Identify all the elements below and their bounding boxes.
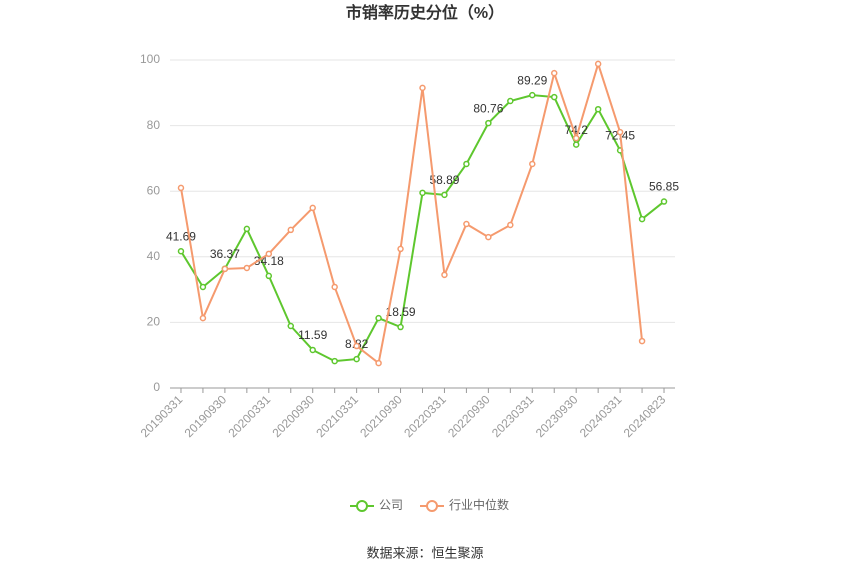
data-point [572, 134, 580, 142]
data-point [485, 119, 492, 127]
data-label: 41.69 [166, 229, 196, 243]
series-line [180, 94, 665, 363]
data-point [243, 225, 251, 233]
data-point [287, 226, 295, 234]
data-point [243, 264, 251, 272]
data-point [177, 184, 185, 192]
data-point [375, 314, 382, 322]
data-point [660, 198, 668, 205]
data-label: 58.89 [429, 173, 459, 187]
source: 数据来源：恒生聚源 [366, 545, 483, 560]
data-point [309, 204, 316, 212]
data-point [265, 272, 273, 280]
data-point [353, 342, 360, 350]
x-tick-label: 20210930 [357, 392, 405, 440]
x-tick-label: 20210331 [313, 392, 361, 440]
legend-label: 公司 [379, 498, 403, 512]
data-point [199, 283, 207, 291]
data-point [221, 265, 229, 273]
data-point [199, 314, 207, 322]
data-point [287, 322, 295, 330]
data-point [594, 105, 602, 113]
x-tick-label: 20190930 [182, 392, 230, 440]
data-point [638, 337, 646, 345]
data-point [572, 141, 580, 148]
data-point [550, 69, 558, 77]
legend-marker [426, 500, 438, 512]
data-label: 80.76 [473, 101, 503, 115]
data-point [616, 128, 624, 136]
legend-marker [356, 500, 368, 512]
x-tick-label: 20200930 [269, 392, 317, 440]
x-tick-label: 20240331 [577, 392, 625, 440]
data-point [441, 271, 448, 279]
y-tick-label: 20 [147, 315, 161, 329]
data-point [638, 215, 646, 223]
x-tick-label: 20190331 [138, 392, 186, 440]
x-tick-label: 20200331 [226, 392, 274, 440]
data-label: 11.59 [298, 328, 327, 342]
data-point [441, 191, 448, 199]
data-label: 89.29 [517, 73, 547, 87]
data-point [463, 220, 470, 228]
data-point [331, 357, 338, 365]
x-tick-label: 20230930 [533, 392, 581, 440]
chart-title: 市销率历史分位（%） [346, 3, 504, 22]
data-point [529, 160, 536, 168]
data-point [177, 248, 185, 255]
data-point [485, 233, 492, 241]
data-label: 56.85 [649, 180, 679, 194]
data-point [507, 221, 514, 229]
x-tick-label: 20220930 [445, 392, 493, 440]
data-point [375, 359, 382, 367]
data-point [265, 250, 273, 258]
data-label: 36.37 [210, 247, 240, 261]
data-point [353, 355, 360, 363]
legend-label: 行业中位数 [449, 497, 509, 512]
data-point [309, 346, 316, 354]
y-tick-label: 60 [147, 183, 161, 197]
y-tick-label: 0 [153, 380, 160, 394]
data-point [550, 93, 558, 101]
data-label: 18.59 [386, 305, 416, 319]
data-point [529, 91, 536, 99]
x-tick-label: 20230331 [489, 392, 537, 440]
data-point [419, 189, 426, 197]
data-point [419, 84, 426, 92]
series-line [179, 60, 644, 365]
data-point [331, 283, 338, 291]
data-point [463, 160, 470, 168]
x-tick-label: 20240823 [621, 392, 669, 440]
data-point [397, 245, 404, 253]
data-point [397, 323, 404, 331]
y-tick-label: 80 [147, 118, 161, 132]
data-point [594, 60, 602, 68]
x-tick-label: 20220331 [401, 392, 449, 440]
y-tick-label: 100 [140, 52, 160, 66]
y-tick-label: 40 [147, 249, 161, 263]
data-point [507, 97, 514, 105]
data-label: 74.2 [565, 123, 589, 137]
